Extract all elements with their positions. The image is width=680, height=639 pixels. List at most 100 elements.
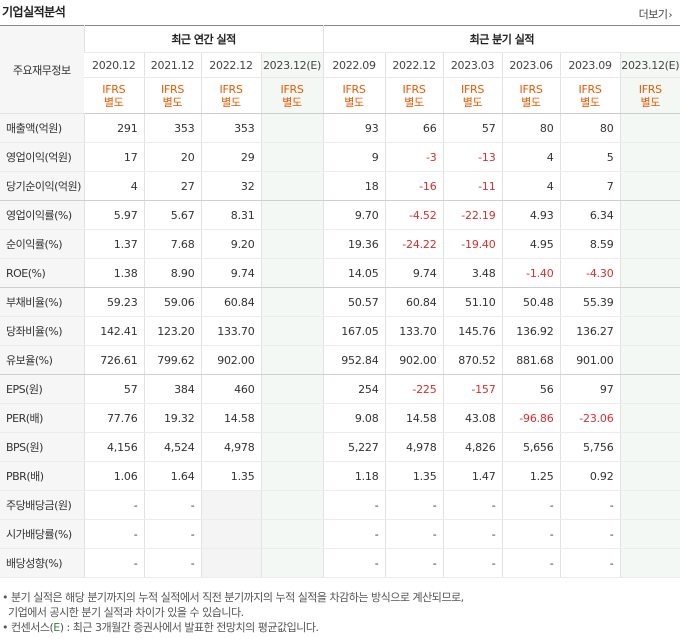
row-label: 배당성향(%) (0, 548, 84, 578)
table-cell (619, 403, 680, 433)
ifrs-header[interactable]: IFRS 별도 (200, 77, 261, 114)
table-cell: 97 (559, 374, 621, 404)
section-header: 기업실적분석 더보기› (0, 0, 680, 24)
table-cell: 14.58 (200, 403, 261, 433)
ifrs-type-label: 별도 (521, 95, 541, 109)
table-cell: - (384, 490, 444, 520)
table-row: 주당배당금(원) - - - - - - - (0, 490, 680, 520)
table-cell: - (442, 490, 503, 520)
table-cell (619, 548, 680, 578)
table-cell: 60.84 (384, 287, 444, 317)
ifrs-header[interactable]: IFRS 별도 (442, 77, 503, 114)
table-cell (619, 345, 680, 375)
table-row: 당좌비율(%) 142.41 123.20 133.70 167.05 133.70 145… (0, 316, 680, 346)
table-cell (619, 113, 680, 143)
table-cell: 93 (322, 113, 386, 143)
table-cell: -157 (442, 374, 503, 404)
table-row: 유보율(%) 726.61 799.62 902.00 952.84 902.00 870.… (0, 345, 680, 375)
row-label: BPS(원) (0, 432, 84, 462)
table-cell: -96.86 (501, 403, 561, 433)
row-label: ROE(%) (0, 258, 84, 288)
table-cell (260, 113, 324, 143)
ifrs-header[interactable]: IFRS 별도 (559, 77, 621, 114)
ifrs-type-label: 별도 (640, 95, 661, 109)
table-cell: 1.37 (83, 229, 144, 259)
row-label: PER(배) (0, 403, 84, 433)
table-cell: -1.40 (501, 258, 561, 288)
footnote-1-cont: 기업에서 공시한 분기 실적과 차이가 있을 수 있습니다. (8, 606, 244, 619)
table-cell (260, 461, 324, 491)
table-cell (619, 374, 680, 404)
table-cell: 27 (143, 171, 201, 201)
table-cell (619, 461, 680, 491)
table-cell: 123.20 (143, 316, 201, 346)
table-cell: 799.62 (143, 345, 201, 375)
ifrs-header-row: IFRS 별도 IFRS 별도 IFRS 별도 IFRS 별도 IFRS 별도 IFRS 별도 IFRS… (0, 77, 680, 114)
row-label: 주당배당금(원) (0, 490, 84, 520)
ifrs-type-label: 별도 (282, 95, 302, 109)
table-cell: 952.84 (322, 345, 386, 375)
ifrs-header[interactable]: IFRS 별도 (384, 77, 444, 114)
table-cell: 80 (559, 113, 621, 143)
period-header: 2023.06 (501, 52, 561, 78)
ifrs-header[interactable]: IFRS 별도 (260, 77, 324, 114)
table-cell: 8.31 (200, 200, 261, 230)
table-cell (200, 490, 261, 520)
table-cell: 29 (200, 142, 261, 172)
table-cell: -4.52 (384, 200, 444, 230)
table-cell: -3 (384, 142, 444, 172)
table-cell (260, 490, 324, 520)
period-header: 2022.09 (322, 52, 386, 78)
table-cell: 7.68 (143, 229, 201, 259)
table-cell: 55.39 (559, 287, 621, 317)
more-link[interactable]: 더보기› (639, 6, 673, 22)
ifrs-header[interactable]: IFRS 별도 (501, 77, 561, 114)
ifrs-header[interactable]: IFRS 별도 (322, 77, 386, 114)
table-body: 매출액(억원) 291 353 353 93 66 57 80 80 영업이익(억원) 17 20 29… (0, 113, 680, 578)
table-row: BPS(원) 4,156 4,524 4,978 5,227 4,978 4,826 5,65… (0, 432, 680, 462)
table-row: 부채비율(%) 59.23 59.06 60.84 50.57 60.84 51.10 50.… (0, 287, 680, 317)
table-cell (619, 432, 680, 462)
table-cell (260, 229, 324, 259)
table-cell (260, 142, 324, 172)
table-cell: -11 (442, 171, 503, 201)
table-cell: - (322, 548, 386, 578)
period-header: 2021.12 (143, 52, 201, 78)
table-cell: 5,656 (501, 432, 561, 462)
row-label: 부채비율(%) (0, 287, 84, 317)
table-cell (619, 287, 680, 317)
table-cell: - (501, 519, 561, 549)
table-cell (260, 548, 324, 578)
table-cell: 9.74 (200, 258, 261, 288)
ifrs-header[interactable]: IFRS 별도 (619, 77, 680, 114)
table-cell: 6.34 (559, 200, 621, 230)
table-cell: 56 (501, 374, 561, 404)
table-cell: 9.74 (384, 258, 444, 288)
table-cell: 4.93 (501, 200, 561, 230)
table-cell: -4.30 (559, 258, 621, 288)
table-cell: - (442, 548, 503, 578)
table-cell: - (322, 490, 386, 520)
table-cell: 726.61 (83, 345, 144, 375)
table-cell (619, 490, 680, 520)
table-cell (260, 200, 324, 230)
footnote-1: • 분기 실적은 해당 분기까지의 누적 실적에서 직전 분기까지의 누적 실적… (2, 591, 464, 604)
ifrs-type-label: 별도 (462, 95, 483, 109)
table-cell: 5 (559, 142, 621, 172)
table-cell: 57 (442, 113, 503, 143)
table-cell: 353 (200, 113, 261, 143)
ifrs-header[interactable]: IFRS 별도 (84, 77, 144, 114)
row-label: 유보율(%) (0, 345, 84, 375)
table-cell: 14.58 (384, 403, 444, 433)
table-row: ROE(%) 1.38 8.90 9.74 14.05 9.74 3.48 -1.40 -4.3… (0, 258, 680, 288)
ifrs-label: IFRS (519, 82, 543, 96)
table-cell (619, 171, 680, 201)
table-cell: 4,156 (83, 432, 144, 462)
ifrs-type-label: 별도 (580, 95, 600, 109)
table-cell: -225 (384, 374, 444, 404)
ifrs-header[interactable]: IFRS 별도 (143, 77, 201, 114)
ifrs-label: IFRS (578, 82, 602, 96)
table-cell: 66 (384, 113, 444, 143)
table-cell: 1.35 (384, 461, 444, 491)
table-cell: 870.52 (442, 345, 503, 375)
